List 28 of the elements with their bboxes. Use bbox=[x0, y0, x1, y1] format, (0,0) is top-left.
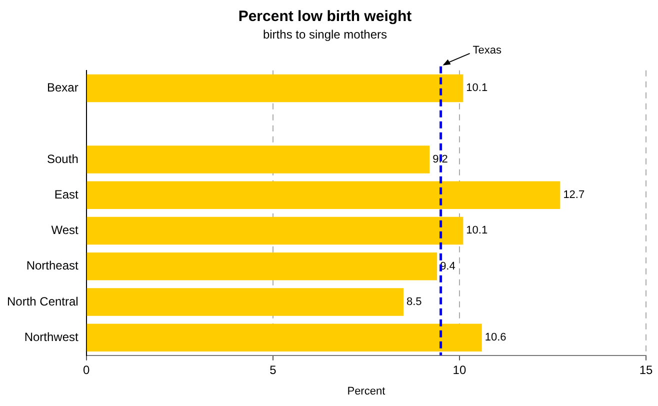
data-label: 10.6 bbox=[484, 332, 506, 344]
bar bbox=[86, 288, 404, 316]
bar bbox=[86, 216, 464, 245]
chart-title: Percent low birth weight bbox=[238, 8, 412, 26]
chart-subtitle: births to single mothers bbox=[262, 28, 388, 42]
bar bbox=[86, 324, 482, 352]
x-tick-label: 15 bbox=[639, 362, 653, 377]
y-tick-label: South bbox=[47, 152, 78, 166]
y-tick-label: East bbox=[54, 187, 80, 202]
y-tick-label: West bbox=[51, 223, 80, 238]
data-label: 12.7 bbox=[563, 189, 585, 202]
y-tick-label: Northwest bbox=[24, 330, 80, 344]
data-label: 10.1 bbox=[466, 224, 488, 237]
data-label: 10.1 bbox=[466, 82, 488, 94]
bar bbox=[86, 181, 560, 209]
data-label: 8.5 bbox=[406, 296, 422, 308]
y-tick-label: Bexar bbox=[47, 80, 78, 95]
x-tick-label: 0 bbox=[83, 362, 90, 377]
bar bbox=[86, 146, 430, 174]
bar bbox=[86, 74, 464, 102]
ref-line-label: Texas bbox=[472, 44, 502, 56]
y-tick-label: Northeast bbox=[26, 258, 80, 273]
data-label: 9.2 bbox=[432, 153, 448, 166]
x-tick-label: 5 bbox=[270, 362, 277, 377]
bar bbox=[86, 252, 438, 280]
y-tick-label: North Central bbox=[6, 294, 78, 308]
x-tick-label: 10 bbox=[452, 362, 466, 377]
x-axis-title: Percent bbox=[347, 385, 386, 398]
